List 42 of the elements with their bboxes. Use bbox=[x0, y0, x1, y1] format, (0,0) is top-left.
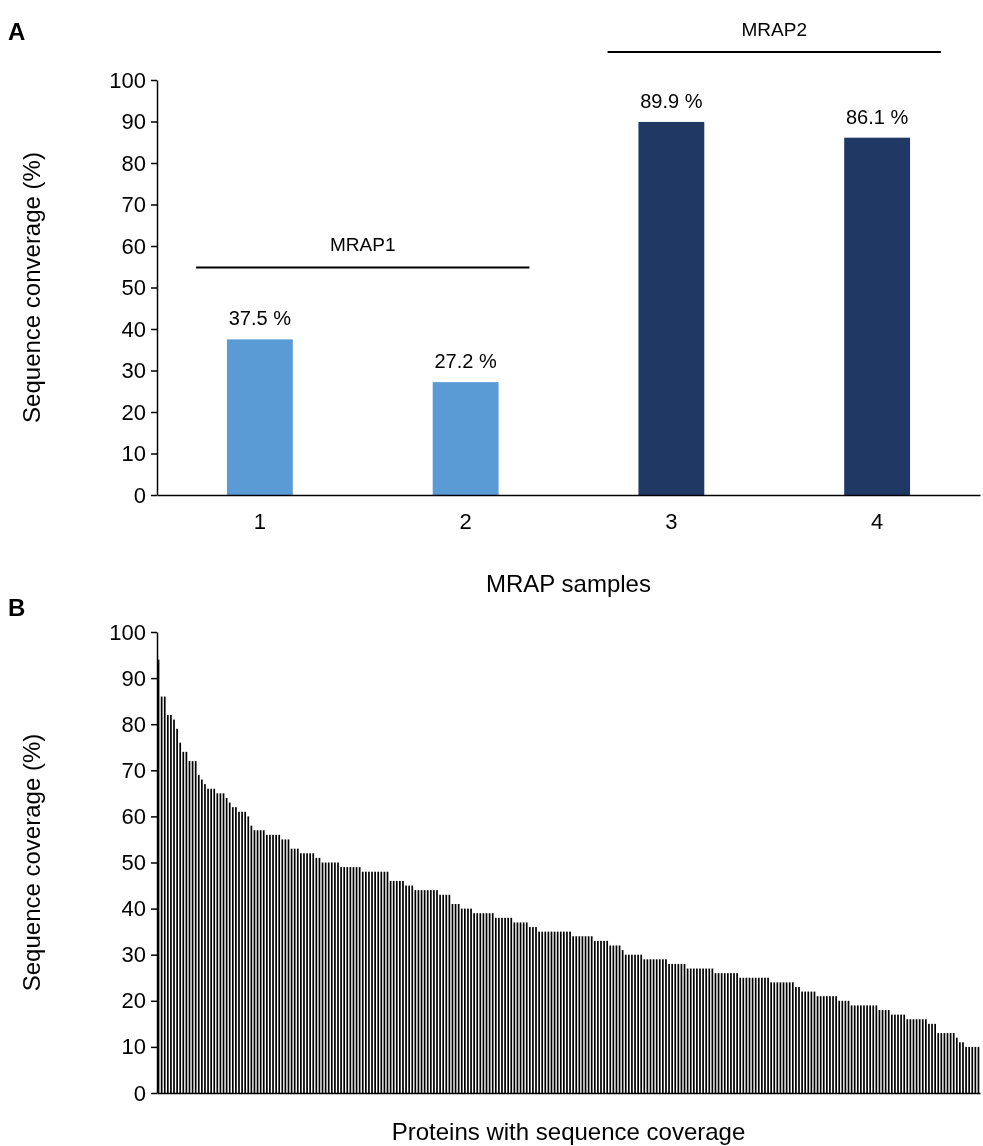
y-tick-label: 30 bbox=[121, 942, 146, 968]
y-tick-label: 10 bbox=[121, 441, 146, 467]
y-tick-label: 80 bbox=[121, 711, 146, 737]
y-tick-label: 20 bbox=[121, 988, 146, 1014]
data-label: 89.9 % bbox=[640, 89, 703, 112]
x-axis-title: Proteins with sequence coverage bbox=[391, 1118, 746, 1145]
chart-title: B bbox=[8, 594, 26, 621]
bar bbox=[432, 382, 499, 495]
y-tick-label: 30 bbox=[121, 358, 146, 384]
y-tick-label: 90 bbox=[121, 109, 146, 135]
y-tick-label: 40 bbox=[121, 896, 146, 922]
chart-title: A bbox=[8, 18, 26, 45]
y-tick-label: 90 bbox=[121, 665, 146, 691]
y-tick-label: 0 bbox=[133, 482, 146, 508]
x-axis-title: MRAP samples bbox=[486, 570, 651, 597]
bar bbox=[638, 121, 705, 495]
y-tick-label: 50 bbox=[121, 850, 146, 876]
y-tick-label: 80 bbox=[121, 150, 146, 176]
y-axis-title: Sequence converage (%) bbox=[18, 152, 45, 423]
x-tick-label: 2 bbox=[459, 508, 472, 534]
y-tick-label: 70 bbox=[121, 192, 146, 218]
x-tick-label: 3 bbox=[665, 508, 678, 534]
x-tick-label: 1 bbox=[253, 508, 266, 534]
y-tick-label: 10 bbox=[121, 1034, 146, 1060]
x-tick-label: 4 bbox=[871, 508, 884, 534]
data-label: 37.5 % bbox=[228, 307, 292, 330]
data-label: 27.2 % bbox=[434, 350, 497, 373]
y-tick-label: 40 bbox=[121, 316, 146, 342]
y-tick-label: 60 bbox=[121, 233, 146, 259]
y-tick-label: 50 bbox=[121, 275, 146, 301]
text: MRAP2 bbox=[741, 19, 807, 40]
bar bbox=[844, 137, 911, 495]
y-tick-label: 100 bbox=[109, 67, 146, 93]
y-axis-title: Sequence coverage (%) bbox=[18, 733, 45, 992]
bar bbox=[226, 339, 293, 495]
y-tick-label: 60 bbox=[121, 803, 146, 829]
y-tick-label: 20 bbox=[121, 399, 146, 425]
y-tick-label: 70 bbox=[121, 757, 146, 783]
y-tick-label: 0 bbox=[133, 1080, 146, 1106]
data-label: 86.1 % bbox=[845, 105, 909, 128]
y-tick-label: 100 bbox=[109, 619, 146, 645]
annotation: MRAP1 bbox=[330, 234, 396, 256]
